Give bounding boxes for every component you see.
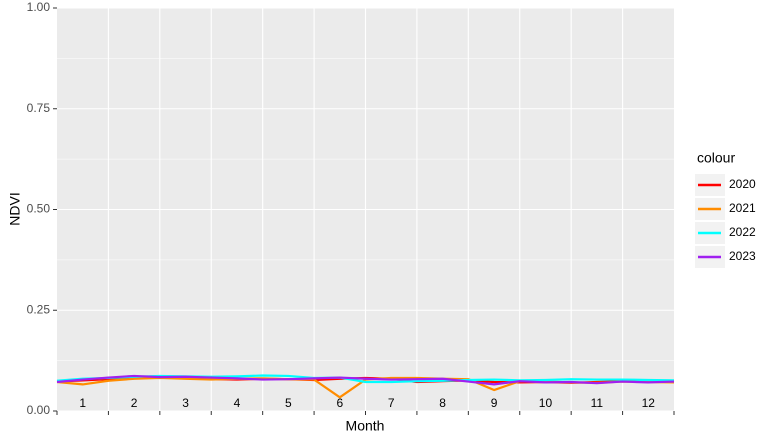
y-tick-label: 0.75 bbox=[27, 101, 51, 115]
y-tick-label: 0.25 bbox=[27, 302, 51, 316]
month-label: 10 bbox=[539, 396, 553, 410]
month-label: 1 bbox=[79, 396, 86, 410]
month-label: 12 bbox=[642, 396, 656, 410]
y-axis-title: NDVI bbox=[7, 192, 23, 225]
month-label: 3 bbox=[182, 396, 189, 410]
y-tick-label: 0.50 bbox=[27, 202, 51, 216]
month-label: 8 bbox=[439, 396, 446, 410]
legend-title: colour bbox=[697, 150, 735, 166]
legend-label: 2021 bbox=[729, 201, 756, 215]
month-label: 6 bbox=[336, 396, 343, 410]
month-label: 4 bbox=[234, 396, 241, 410]
series-line bbox=[56, 374, 675, 386]
month-label: 2 bbox=[131, 396, 138, 410]
series-line bbox=[56, 374, 675, 384]
month-label: 7 bbox=[388, 396, 395, 410]
legend-label: 2023 bbox=[729, 249, 756, 263]
x-axis-title: Month bbox=[346, 418, 385, 434]
month-label: 9 bbox=[491, 396, 498, 410]
legend-label: 2022 bbox=[729, 225, 756, 239]
y-tick-label: 1.00 bbox=[27, 0, 51, 14]
legend-label: 2020 bbox=[729, 177, 756, 191]
month-label: 5 bbox=[285, 396, 292, 410]
month-label: 11 bbox=[591, 396, 604, 410]
y-tick-label: 0.00 bbox=[27, 403, 51, 417]
